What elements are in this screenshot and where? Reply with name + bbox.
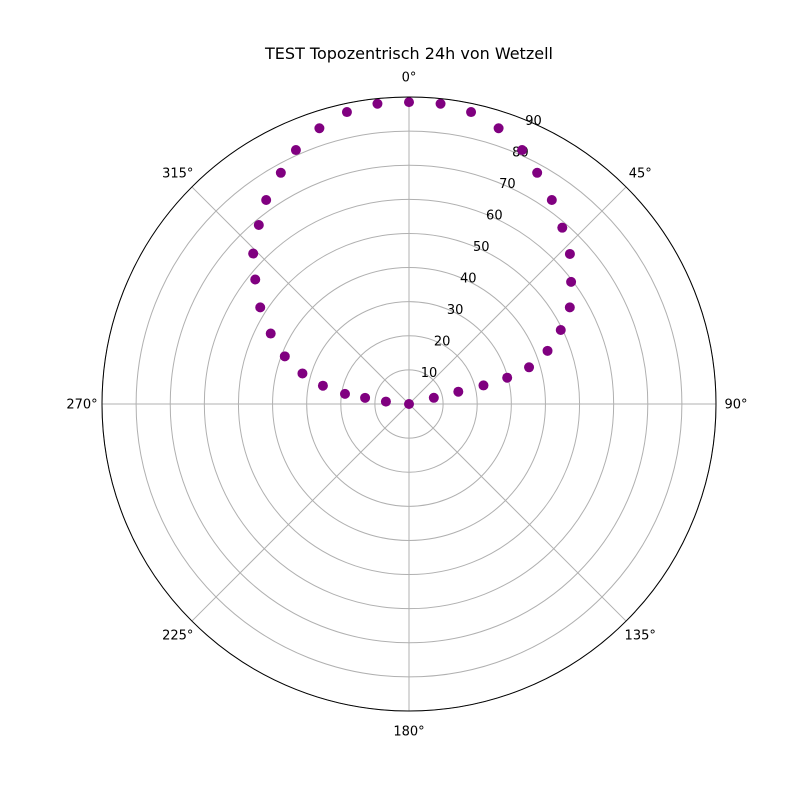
data-point-8 (564, 302, 575, 313)
theta-tick-label-90: 90° (724, 398, 747, 413)
data-point-17 (435, 98, 446, 109)
data-point-13 (532, 167, 543, 178)
data-point-23 (275, 167, 286, 178)
data-point-15 (493, 123, 504, 134)
data-point-5 (524, 362, 535, 373)
polar-outer-ring (101, 96, 717, 712)
data-point-27 (250, 274, 261, 285)
chart-title: TEST Topozentrisch 24h von Wetzell (265, 44, 553, 63)
data-point-7 (555, 324, 566, 335)
data-point-0 (404, 399, 414, 409)
data-point-26 (248, 248, 259, 259)
data-point-33 (339, 388, 350, 399)
data-point-1 (428, 392, 439, 403)
r-tick-label-50: 50 (473, 240, 490, 255)
data-point-31 (297, 368, 308, 379)
r-tick-label-40: 40 (460, 271, 477, 286)
theta-grid-line-135 (408, 403, 627, 622)
data-point-28 (255, 302, 266, 313)
data-point-18 (404, 97, 414, 108)
data-point-24 (261, 195, 272, 206)
data-point-10 (564, 248, 575, 259)
data-point-30 (279, 351, 290, 362)
theta-grid-line-45 (408, 186, 627, 405)
data-point-32 (317, 380, 328, 391)
tick-layer: 0° 45° 90° 135° 180° 225° 270° 315° 10 20 30 40 50 60… (66, 71, 747, 740)
r-tick-label-70: 70 (499, 177, 516, 192)
data-point-2 (453, 386, 464, 397)
data-point-34 (360, 392, 371, 403)
data-point-25 (253, 220, 264, 231)
data-point-4 (502, 372, 513, 383)
r-tick-label-30: 30 (447, 303, 464, 318)
r-tick-label-10: 10 (421, 366, 438, 381)
theta-tick-label-135: 135° (625, 629, 656, 644)
theta-tick-label-315: 315° (162, 166, 193, 181)
data-point-22 (290, 145, 301, 156)
data-point-19 (372, 98, 383, 109)
data-point-21 (314, 123, 325, 134)
theta-tick-label-270: 270° (66, 398, 97, 413)
point-layer (248, 97, 577, 409)
data-point-11 (557, 222, 568, 233)
theta-grid-line-225 (191, 403, 410, 622)
data-point-35 (380, 396, 391, 407)
data-point-29 (265, 328, 276, 339)
theta-tick-label-225: 225° (162, 629, 193, 644)
theta-tick-label-45: 45° (629, 166, 652, 181)
data-point-6 (542, 345, 553, 356)
data-point-12 (546, 195, 557, 206)
data-point-3 (478, 380, 489, 391)
theta-tick-label-180: 180° (393, 725, 424, 740)
r-tick-label-20: 20 (434, 334, 451, 349)
theta-grid-line-315 (191, 186, 410, 405)
r-tick-label-60: 60 (486, 208, 503, 223)
data-point-16 (466, 107, 477, 118)
data-point-14 (517, 145, 528, 156)
data-point-9 (566, 276, 577, 287)
theta-tick-label-0: 0° (402, 71, 417, 86)
data-point-20 (341, 107, 352, 118)
